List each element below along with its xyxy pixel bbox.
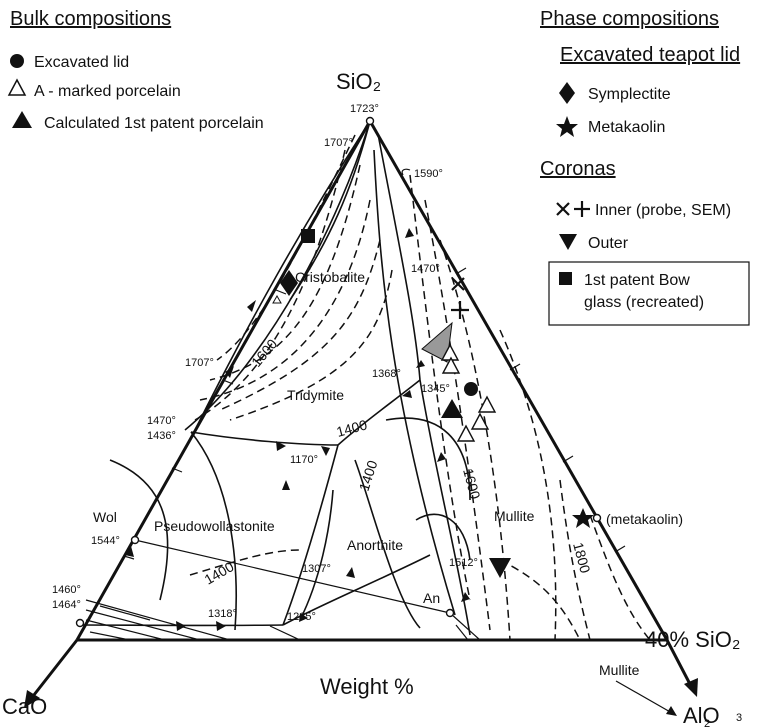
svg-text:1464°: 1464°: [52, 599, 81, 611]
legend-coronas-heading: Coronas: [540, 158, 616, 180]
svg-text:1460°: 1460°: [52, 584, 81, 596]
invariant-points: [75, 116, 602, 628]
filled-down-triangle-icon: [559, 234, 577, 250]
legend-box-label-line1: 1st patent Bow: [584, 272, 690, 289]
gray-wedge: [421, 321, 453, 363]
edge-ticks: [123, 267, 626, 560]
legend-box-label-line2: glass (recreated): [584, 294, 704, 311]
open-triangle-icon: [470, 412, 490, 430]
legend-item-outer: Outer: [588, 235, 629, 252]
svg-text:1307°: 1307°: [302, 563, 331, 575]
boundary-arrows: [125, 228, 470, 631]
legend-item-a-marked-porcelain: A - marked porcelain: [34, 83, 181, 100]
filled-circle-icon: [10, 54, 24, 68]
temperature-labels: 1723° 1707° 1590° 1470° 1707° 1368° 1345…: [52, 103, 478, 623]
filled-diamond-icon: [559, 82, 575, 104]
legend-lid-heading: Excavated teapot lid: [560, 44, 740, 66]
svg-text:1436°: 1436°: [147, 430, 176, 442]
filled-square-icon: [301, 229, 315, 243]
svg-text:1707°: 1707°: [324, 137, 353, 149]
open-triangle-icon: [477, 395, 497, 413]
filled-down-triangle-icon: [489, 558, 511, 578]
open-triangle-icon: [7, 78, 27, 96]
cross-plus-icon: [451, 277, 469, 319]
legend-item-excavated-lid: Excavated lid: [34, 54, 129, 71]
isotherm-lines: [189, 134, 651, 641]
mullite-note-arrow: [615, 680, 673, 714]
vertex-label-al2o3-sub2: 3: [736, 712, 742, 724]
field-label-cristobalite: Cristobalite: [295, 269, 365, 285]
svg-text:1707°: 1707°: [185, 357, 214, 369]
leader-1590: [401, 168, 411, 176]
legend-item-symplectite: Symplectite: [588, 86, 671, 103]
cross-plus-icon: [556, 201, 590, 217]
svg-text:1800: 1800: [570, 541, 594, 575]
vertex-label-al2o3-sub1: 2: [704, 718, 710, 728]
filled-triangle-icon: [441, 399, 463, 418]
legend-bulk-heading: Bulk compositions: [10, 8, 171, 30]
svg-text:1723°: 1723°: [350, 103, 379, 115]
svg-text:1400: 1400: [356, 458, 381, 493]
svg-text:1368°: 1368°: [372, 368, 401, 380]
legend-item-calculated-porcelain: Calculated 1st patent porcelain: [44, 115, 264, 132]
field-label-anorthite: Anorthite: [347, 537, 403, 553]
open-triangle-icon: [456, 424, 476, 442]
mullite-note: Mullite: [599, 662, 640, 678]
filled-star-icon: [572, 508, 594, 528]
point-label-wol: Wol: [93, 509, 117, 525]
filled-square-icon: [559, 272, 572, 285]
field-label-pseudowollastonite: Pseudowollastonite: [154, 518, 275, 534]
field-label-mullite: Mullite: [494, 508, 535, 524]
data-symbols: [272, 229, 594, 578]
svg-text:1318°: 1318°: [208, 608, 237, 620]
svg-text:1600: 1600: [248, 336, 280, 370]
legend-box: [548, 261, 750, 326]
filled-diamond-icon: [280, 270, 298, 296]
filled-star-icon: [556, 116, 578, 137]
point-label-an: An: [423, 590, 440, 606]
bottom-label-40-sio2: 40% SiO₂: [645, 627, 740, 652]
svg-text:1470°: 1470°: [147, 415, 176, 427]
open-triangle-icon: [441, 356, 461, 374]
legend-phase-heading: Phase compositions: [540, 8, 719, 30]
svg-text:1400: 1400: [335, 416, 369, 440]
svg-text:1265°: 1265°: [287, 611, 316, 623]
vertex-label-al2o3: AlO: [683, 703, 720, 728]
svg-text:1170°: 1170°: [290, 454, 318, 466]
arrowhead: [666, 706, 677, 716]
svg-text:1512°: 1512°: [449, 557, 478, 569]
legend-item-metakaolin: Metakaolin: [588, 119, 665, 136]
svg-text:1600: 1600: [460, 467, 484, 501]
filled-triangle-icon: [12, 111, 32, 128]
phase-boundaries: [81, 120, 481, 641]
weight-percent-label: Weight %: [320, 674, 414, 699]
svg-text:1544°: 1544°: [91, 535, 120, 547]
field-label-tridymite: Tridymite: [287, 387, 344, 403]
vertex-label-sio2: SiO₂: [336, 69, 381, 94]
svg-text:1345°: 1345°: [421, 383, 450, 395]
vertex-label-cao: CaO: [2, 694, 47, 719]
legend-item-inner: Inner (probe, SEM): [595, 202, 731, 219]
filled-circle-icon: [464, 382, 478, 396]
svg-text:1590°: 1590°: [414, 168, 443, 180]
point-label-metakaolin: (metakaolin): [606, 511, 683, 527]
svg-text:1470°: 1470°: [411, 263, 440, 275]
